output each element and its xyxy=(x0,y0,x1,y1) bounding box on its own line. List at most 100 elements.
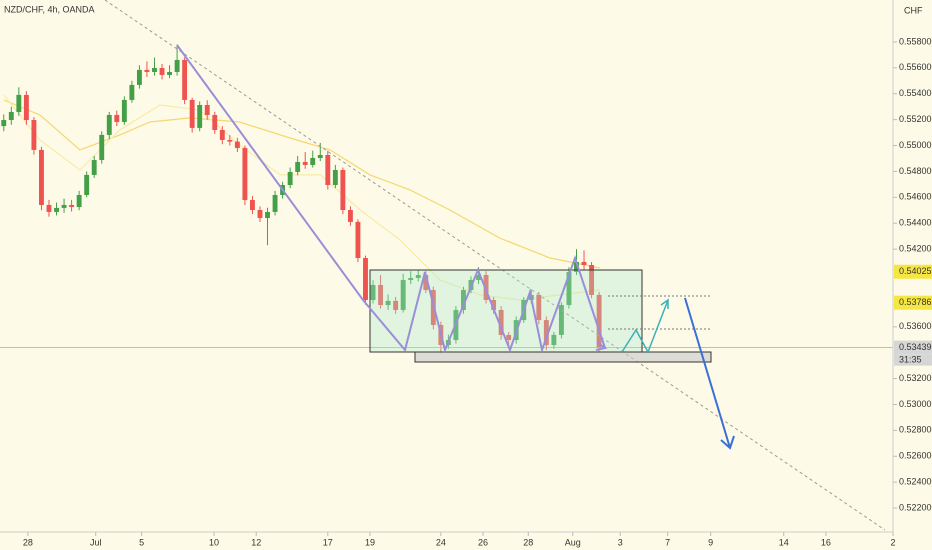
candle-body xyxy=(212,114,218,130)
candle-body xyxy=(498,309,504,335)
candle-body xyxy=(136,69,142,85)
x-tick-label: 28 xyxy=(23,537,33,547)
candle-body xyxy=(347,210,353,222)
candle-body xyxy=(159,67,165,75)
price-label-box xyxy=(894,264,932,279)
candle-body xyxy=(265,211,270,219)
candle-body xyxy=(84,174,90,195)
price-label: 0.53439 xyxy=(899,342,932,352)
price-label: 0.53786 xyxy=(899,297,932,307)
candle-body xyxy=(1,120,7,127)
candle-body xyxy=(38,149,44,205)
candle-body xyxy=(566,272,572,306)
candle-body xyxy=(363,258,368,300)
candle-body xyxy=(378,284,384,306)
x-tick-label: Jul xyxy=(90,537,102,547)
y-tick-label: 0.53000 xyxy=(899,399,932,409)
candle-body xyxy=(385,300,391,306)
x-tick-label: 10 xyxy=(209,537,219,547)
x-tick-label: Aug xyxy=(565,537,581,547)
x-tick-label: 16 xyxy=(821,537,831,547)
candle-body xyxy=(8,111,14,121)
candle-body xyxy=(295,161,301,172)
candle-body xyxy=(174,59,180,72)
candle-body xyxy=(332,169,338,186)
y-tick-label: 0.55800 xyxy=(899,36,932,46)
candle-body xyxy=(189,99,195,128)
candle-body xyxy=(250,200,255,211)
x-tick-label: 19 xyxy=(365,537,375,547)
candle-body xyxy=(558,305,564,335)
candle-body xyxy=(219,129,225,140)
candle-body xyxy=(76,194,82,208)
forecast-arrow xyxy=(684,297,731,449)
candle-body xyxy=(310,157,316,165)
y-tick-label: 0.52600 xyxy=(899,451,932,461)
candle-body xyxy=(272,194,278,212)
candle-body xyxy=(302,161,308,165)
x-tick-label: 26 xyxy=(478,537,488,547)
y-tick-label: 0.54600 xyxy=(899,192,932,202)
projection-arrow xyxy=(660,298,669,309)
support-box xyxy=(414,351,712,363)
candle-body xyxy=(106,114,112,135)
y-tick-label: 0.55200 xyxy=(899,114,932,124)
candle-body xyxy=(61,204,67,208)
candle-body xyxy=(129,84,135,100)
candle-body xyxy=(340,169,346,211)
forecast-arrowhead xyxy=(720,435,735,450)
x-tick-label: 28 xyxy=(523,537,533,547)
x-tick-label: 9 xyxy=(708,537,713,547)
y-tick-label: 0.52200 xyxy=(899,502,932,512)
wave-path xyxy=(176,44,606,354)
candle-body xyxy=(370,284,376,300)
candle-body xyxy=(574,261,579,273)
candle-body xyxy=(589,265,595,295)
candle-body xyxy=(287,171,293,186)
trend-line xyxy=(104,0,886,531)
chart-title: NZD/CHF, 4h, OANDA xyxy=(4,4,95,14)
candle-body xyxy=(114,114,120,122)
candle-body xyxy=(543,320,549,346)
y-tick-label: 0.55000 xyxy=(899,140,932,150)
price-label-box xyxy=(894,340,932,355)
candle-body xyxy=(16,94,22,112)
candle-body xyxy=(317,154,323,158)
candle-body xyxy=(476,274,481,281)
candle-body xyxy=(91,160,97,175)
candle-body xyxy=(355,221,361,259)
candle-body xyxy=(423,274,429,291)
candle-body xyxy=(54,207,59,212)
price-label-box xyxy=(894,295,932,310)
candle-body xyxy=(227,139,233,142)
countdown: 31:35 xyxy=(899,355,922,365)
x-tick-label: 7 xyxy=(665,537,670,547)
candle-body xyxy=(152,67,157,72)
candle-body xyxy=(551,334,557,346)
y-tick-label: 0.53200 xyxy=(899,373,932,383)
y-tick-label: 0.54800 xyxy=(899,166,932,176)
moving-average xyxy=(3,99,601,269)
projection-path xyxy=(621,299,669,354)
y-tick-label: 0.53600 xyxy=(899,321,932,331)
candle-body xyxy=(99,134,105,161)
candle-body xyxy=(506,334,512,340)
candle-body xyxy=(46,204,52,212)
x-tick-label: 2 xyxy=(890,537,895,547)
price-label: 0.54025 xyxy=(899,266,932,276)
y-tick-label: 0.55400 xyxy=(899,88,932,98)
y-axis-label: CHF xyxy=(904,5,923,15)
countdown-box xyxy=(894,354,932,366)
candle-body xyxy=(31,120,37,150)
x-tick-label: 5 xyxy=(139,537,144,547)
candle-body xyxy=(581,261,587,266)
candle-body xyxy=(69,204,75,208)
candle-body xyxy=(400,280,406,310)
y-tick-label: 0.52800 xyxy=(899,425,932,435)
y-tick-label: 0.54400 xyxy=(899,218,932,228)
candle-body xyxy=(197,105,203,128)
y-tick-label: 0.55600 xyxy=(899,62,932,72)
